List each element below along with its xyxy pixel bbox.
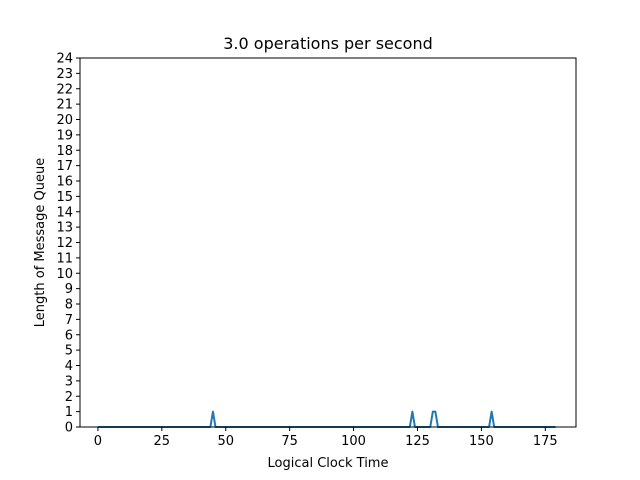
series-layer xyxy=(97,410,556,428)
y-tick-label: 10 xyxy=(56,267,73,282)
y-tick-label: 23 xyxy=(56,67,73,82)
plot-area xyxy=(79,57,577,428)
y-tick-label: 9 xyxy=(65,282,73,297)
y-tick-label: 3 xyxy=(65,374,73,389)
y-tick-label: 17 xyxy=(56,159,73,174)
x-axis: 0 25 50 75 100 125 150 175 xyxy=(94,427,558,449)
x-tick-label: 25 xyxy=(154,434,171,449)
y-tick-label: 22 xyxy=(56,82,73,97)
y-tick-label: 20 xyxy=(56,113,73,128)
x-tick-label: 0 xyxy=(94,434,102,449)
y-tick-label: 19 xyxy=(56,128,73,143)
y-tick-label: 15 xyxy=(56,190,73,205)
y-axis-label: Length of Message Queue xyxy=(33,158,48,327)
y-tick-label: 12 xyxy=(56,236,73,251)
y-tick-label: 16 xyxy=(56,175,73,190)
y-tick-label: 21 xyxy=(56,98,73,113)
y-tick-label: 5 xyxy=(65,344,73,359)
y-tick-label: 2 xyxy=(65,390,73,405)
y-tick-label: 8 xyxy=(65,298,73,313)
y-tick-label: 24 xyxy=(56,52,73,67)
x-tick-label: 75 xyxy=(281,434,298,449)
x-tick-label: 50 xyxy=(217,434,234,449)
y-tick-label: 6 xyxy=(65,328,73,343)
y-tick-label: 1 xyxy=(65,405,73,420)
chart-title: 3.0 operations per second xyxy=(223,34,433,53)
plot-frame xyxy=(79,57,577,428)
series-line-0 xyxy=(97,410,556,428)
y-tick-label: 4 xyxy=(65,359,73,374)
y-tick-label: 11 xyxy=(56,251,73,266)
y-tick-label: 14 xyxy=(56,205,73,220)
x-tick-label: 175 xyxy=(533,434,558,449)
x-tick-label: 100 xyxy=(341,434,366,449)
y-tick-label: 7 xyxy=(65,313,73,328)
x-tick-label: 150 xyxy=(469,434,494,449)
x-tick-label: 125 xyxy=(405,434,430,449)
y-tick-label: 18 xyxy=(56,144,73,159)
y-tick-label: 0 xyxy=(65,421,73,436)
y-tick-label: 13 xyxy=(56,221,73,236)
x-axis-label: Logical Clock Time xyxy=(268,456,389,471)
